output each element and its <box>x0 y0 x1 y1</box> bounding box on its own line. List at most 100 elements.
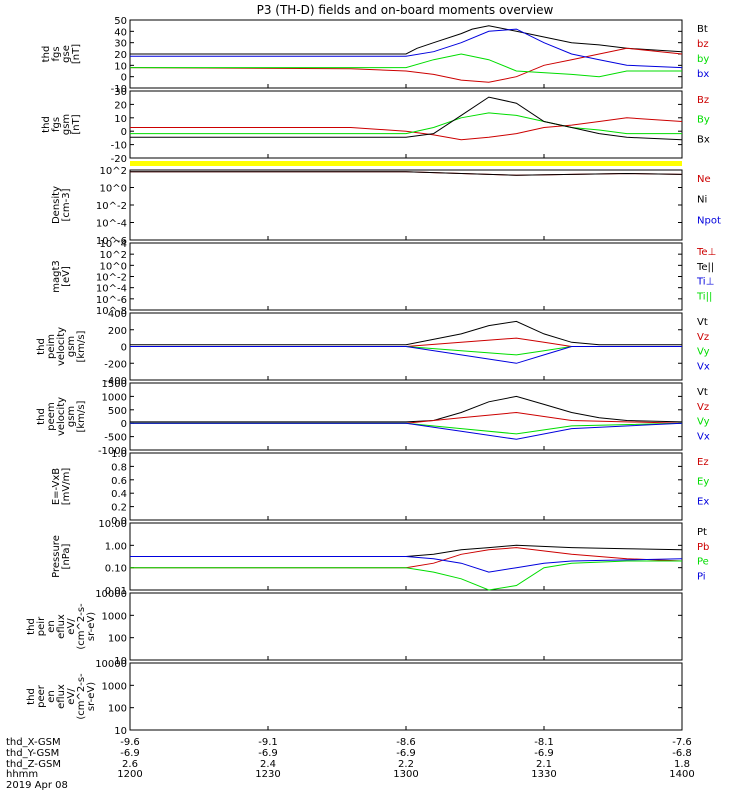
panel-frame <box>129 592 683 661</box>
series-line-pt <box>130 544 683 557</box>
y-tick-label: 20 <box>114 100 127 111</box>
legend-entry: Vz <box>697 402 709 413</box>
x-row-value: -7.6 <box>672 737 692 748</box>
y-axis-label: Pressure <box>51 535 62 578</box>
y-tick-label: 30 <box>114 39 127 50</box>
panel-9: 10000 1000 100 10 thd peir en eflux eV/(cm^2-s-s… <box>26 589 683 667</box>
y-axis-label: eV/ <box>66 688 77 705</box>
x-row-value: 2.2 <box>398 759 414 770</box>
y-tick-label: -1000 <box>98 446 127 457</box>
series-line-vx <box>130 422 683 440</box>
y-tick-label: 0.01 <box>105 586 127 597</box>
y-tick-label: -200 <box>104 359 127 370</box>
y-axis-label: [nPa] <box>61 543 72 569</box>
y-tick-label: 10 <box>114 114 127 125</box>
x-row-value: -8.6 <box>396 737 416 748</box>
y-axis-label: thd <box>26 688 37 705</box>
y-axis-label: [nT] <box>71 114 82 134</box>
legend-entry: Vt <box>697 387 708 398</box>
legend-entry: Pb <box>697 542 709 553</box>
panel-frame <box>129 382 683 451</box>
legend-entry: Vy <box>697 417 710 428</box>
legend-entry: Npot <box>697 215 721 226</box>
y-tick-label: 100 <box>108 704 127 715</box>
series-line-pb <box>130 547 683 569</box>
legend-entry: Ez <box>697 457 709 468</box>
y-tick-label: -10 <box>111 84 127 95</box>
y-tick-label: 10^4 <box>100 239 127 250</box>
y-axis-label: fgs <box>51 117 62 132</box>
y-tick-label: 0.8 <box>111 462 127 473</box>
y-tick-label: 1.00 <box>105 541 127 552</box>
panel-frame <box>129 662 683 731</box>
y-tick-label: 0.2 <box>111 503 127 514</box>
series-line-bx <box>130 96 683 141</box>
y-tick-label: 0 <box>121 127 127 138</box>
y-tick-label: 500 <box>108 406 127 417</box>
y-axis-label: [nT] <box>71 44 82 64</box>
y-tick-label: 10 <box>114 656 127 667</box>
series-line-vt <box>130 320 682 346</box>
panel-8: 10.00 1.00 0.10 0.01 Pressure [nPa] Pt Pb Pe Pi <box>51 519 709 597</box>
legend-entry: by <box>697 54 709 65</box>
y-axis-label: (cm^2-s- <box>76 603 87 650</box>
y-axis-label: thd <box>41 116 52 133</box>
panel-frame <box>129 242 683 311</box>
y-axis-label: velocity <box>56 327 67 366</box>
series-line-bx <box>130 28 683 69</box>
x-row-value: 2.4 <box>260 759 276 770</box>
legend-entry: Vx <box>697 431 710 442</box>
y-tick-label: 10 <box>114 61 127 72</box>
legend-entry: Te|| <box>696 262 714 273</box>
y-tick-label: 10^2 <box>100 250 127 261</box>
legend-entry: Pt <box>697 527 707 538</box>
y-axis-label: peem <box>46 402 57 430</box>
y-tick-label: 0 <box>121 73 127 84</box>
panel-2: 30 20 10 0 -10 -20 thd fgs gsm [nT] Bz By Bx <box>41 87 710 165</box>
y-axis-label: eV/ <box>66 618 77 635</box>
y-axis-label: gse <box>61 45 72 63</box>
panel-10: 10000 1000 100 10 thd peer en eflux eV/(cm^2-s-s… <box>26 659 683 737</box>
series-line-bt <box>130 25 683 55</box>
y-axis-label: en <box>46 690 57 703</box>
panel-frame <box>129 90 683 159</box>
y-axis-label: sr-eV) <box>86 682 97 711</box>
y-axis-label: eflux <box>56 614 67 639</box>
x-row-value: 1200 <box>117 769 142 780</box>
series-line-vy <box>130 422 683 435</box>
y-tick-label: 10^-4 <box>96 284 127 295</box>
y-axis-label: [km/s] <box>76 400 87 432</box>
legend-entry: Te⊥ <box>696 247 716 258</box>
y-tick-label: 10.00 <box>98 519 127 530</box>
y-axis-label: [km/s] <box>76 330 87 362</box>
legend-entry: Vz <box>697 332 709 343</box>
y-tick-label: 10000 <box>95 589 127 600</box>
y-axis-label: thd <box>36 408 47 425</box>
panel-5: 400 200 0 -200 -400 thd peim velocity gsm [km/s] V… <box>36 309 710 387</box>
x-row-value: 1.8 <box>674 759 690 770</box>
legend-entry: Pi <box>697 571 706 582</box>
legend-entry: Vy <box>697 347 710 358</box>
y-axis-label: peir <box>36 616 47 636</box>
y-tick-label: 1.0 <box>111 449 127 460</box>
legend-entry: Pe <box>697 557 709 568</box>
series-line-pe <box>130 560 682 591</box>
y-tick-label: 10^-2 <box>96 273 127 284</box>
legend-entry: Ni <box>697 195 707 206</box>
legend-entry: Bx <box>697 134 710 145</box>
y-tick-label: 10^-8 <box>96 306 127 317</box>
series-line-vx <box>130 346 682 364</box>
series-line-vy <box>130 346 682 356</box>
x-row-value: -6.9 <box>258 748 278 759</box>
y-axis-label: en <box>46 620 57 633</box>
x-row-value: -6.9 <box>120 748 140 759</box>
y-axis-label: magt3 <box>51 260 62 293</box>
y-tick-label: 0.6 <box>111 476 127 487</box>
y-tick-label: 10^-2 <box>96 201 127 212</box>
legend-entry: bz <box>697 39 709 50</box>
series-line-vt <box>130 395 683 423</box>
y-tick-label: -10 <box>111 141 127 152</box>
y-tick-label: -500 <box>104 433 127 444</box>
